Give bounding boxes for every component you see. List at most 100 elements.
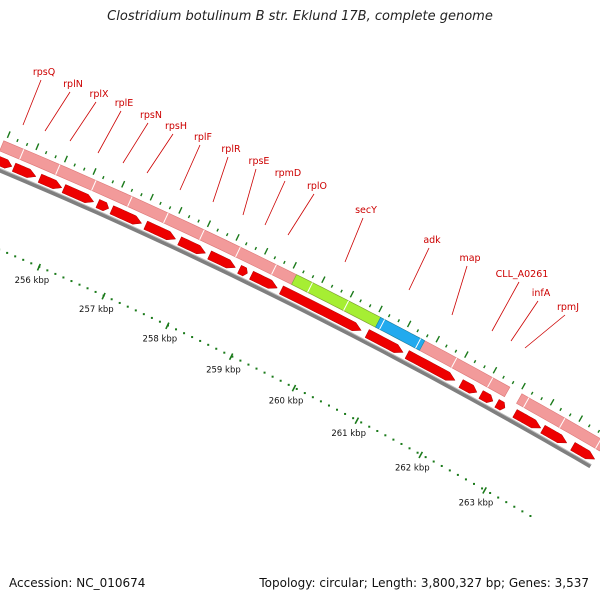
track-tick: [235, 233, 240, 241]
scale-tick: [291, 384, 297, 392]
track-tick: [264, 247, 269, 255]
label-leader-line: [179, 144, 201, 191]
gene-label-rple[interactable]: rplE: [115, 98, 134, 109]
scale-dot: [94, 290, 97, 293]
scale-dot: [424, 456, 427, 459]
track-tick: [311, 274, 315, 279]
gene-label-rpsh[interactable]: rpsH: [165, 121, 187, 132]
gene-label-rplf[interactable]: rplF: [194, 132, 212, 143]
scale-dot: [497, 496, 500, 499]
track-tick: [359, 299, 362, 303]
scale-dot: [295, 387, 298, 390]
scale-dot: [303, 392, 306, 395]
track-tick: [16, 138, 19, 143]
track-tick: [559, 407, 563, 412]
track-tick: [540, 396, 543, 401]
scale-dot: [392, 438, 395, 441]
band-separator: [559, 417, 566, 429]
cds-band-segment: [0, 140, 511, 398]
scale-dot: [327, 404, 330, 407]
scale-dot: [360, 421, 363, 424]
track-tick: [511, 380, 515, 385]
gene-arrow: [11, 162, 37, 178]
band-separator: [595, 439, 600, 449]
gene-arrow: [109, 205, 143, 225]
band-separator: [91, 180, 97, 191]
track-tick: [149, 193, 154, 201]
scale-dot: [150, 316, 153, 319]
track-tick: [140, 193, 143, 197]
track-tick: [44, 150, 48, 155]
scale-dot: [344, 412, 347, 415]
scale-label: 260 kbp: [269, 397, 304, 407]
scale-dot: [263, 371, 266, 374]
scale-dot: [46, 269, 49, 272]
track-tick: [197, 219, 200, 223]
track-tick: [6, 131, 11, 139]
scale-dot: [384, 434, 387, 437]
band-separator: [235, 246, 241, 258]
scale-dot: [521, 510, 524, 513]
gene-label-rplo[interactable]: rplO: [307, 181, 327, 192]
scale-dot: [78, 283, 81, 286]
adk-highlight: [375, 316, 426, 351]
band-separator: [127, 196, 133, 207]
track-tick: [530, 391, 534, 395]
scale-dot: [30, 262, 33, 265]
scale-dot: [287, 383, 290, 386]
gene-label-rpln[interactable]: rplN: [63, 79, 83, 90]
gene-label-rpmd[interactable]: rpmD: [275, 168, 302, 179]
gene-label-secy[interactable]: secY: [355, 205, 377, 216]
scale-dot: [319, 400, 322, 403]
track-tick: [502, 375, 505, 379]
scale-dot: [255, 367, 258, 370]
track-tick: [63, 155, 68, 163]
scale-dot: [86, 287, 89, 290]
track-tick: [483, 365, 486, 369]
track-tick: [521, 382, 526, 390]
track-tick: [321, 276, 326, 284]
scale-dot: [62, 276, 65, 279]
tick-track: [6, 131, 600, 434]
scale-dot: [464, 478, 467, 481]
gene-label-rpsq[interactable]: rpsQ: [33, 67, 55, 78]
track-tick: [464, 351, 469, 359]
scale-dot: [352, 417, 355, 420]
gene-label-rpsn[interactable]: rpsN: [140, 110, 162, 121]
scale-dot: [126, 305, 129, 308]
gene-label-rplx[interactable]: rplX: [89, 89, 109, 100]
gene-label-cll_a0261[interactable]: CLL_A0261: [496, 269, 549, 280]
gene-label-rpse[interactable]: rpsE: [249, 156, 270, 167]
track-tick: [568, 413, 572, 417]
track-tick: [92, 168, 97, 175]
track-tick: [302, 270, 305, 274]
gene-label-infa[interactable]: infA: [532, 288, 551, 299]
scale-dot: [6, 251, 9, 254]
track-tick: [121, 180, 126, 188]
scale-dot: [175, 328, 178, 331]
scale-tick: [36, 263, 42, 271]
scale-dot: [408, 447, 411, 450]
track-tick: [168, 206, 172, 210]
band-separator: [343, 300, 350, 311]
gene-label-rpmj[interactable]: rpmJ: [557, 302, 579, 313]
gene-label-adk[interactable]: adk: [423, 235, 441, 246]
scale-dot: [368, 425, 371, 428]
scale-dot: [134, 309, 137, 312]
scale-label: 262 kbp: [395, 463, 430, 473]
cds-band: [0, 140, 600, 452]
scale-dot: [223, 351, 226, 354]
track-tick: [225, 232, 229, 237]
band-separator: [19, 148, 25, 160]
label-leader-line: [524, 314, 566, 349]
gene-label-rplr[interactable]: rplR: [221, 144, 241, 155]
label-leader-line: [287, 193, 315, 236]
topology-summary: Topology: circular; Length: 3,800,327 bp…: [259, 576, 589, 590]
gene-label-map[interactable]: map: [459, 253, 480, 264]
track-tick: [159, 201, 162, 206]
scale-dot: [472, 482, 475, 485]
gene-arrow: [364, 329, 404, 353]
scale-dot: [14, 255, 17, 258]
